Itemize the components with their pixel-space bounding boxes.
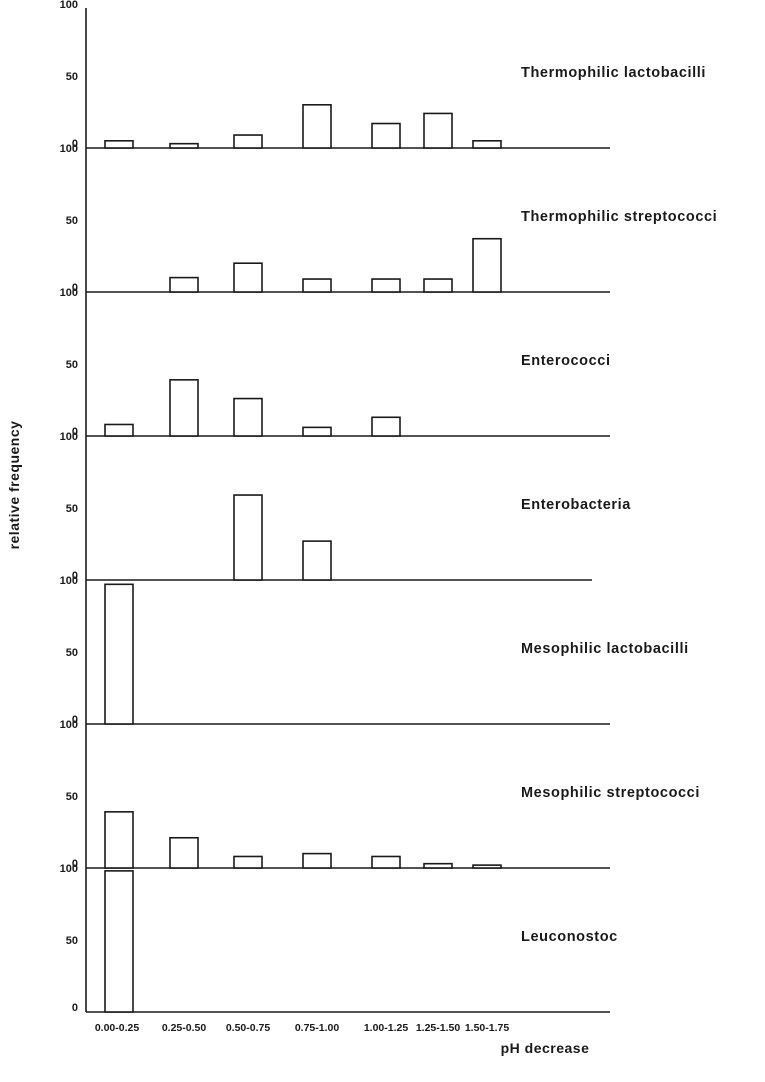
panel: 0 50 100 Thermophilic lactobacilli [60, 0, 706, 150]
panel-title: Thermophilic lactobacilli [521, 65, 706, 81]
bar [371, 855, 401, 869]
x-category-label: 0.75-1.00 [295, 1022, 340, 1034]
panel-title: Enterococci [521, 353, 611, 369]
panel: 0 50 100 Enterobacteria [60, 431, 631, 582]
panel-title: Leuconostoc [521, 929, 618, 945]
bar [472, 237, 502, 293]
y-axis-title: relative frequency [6, 421, 22, 550]
panel-title: Thermophilic streptococci [521, 209, 717, 225]
y-tick-label: 50 [66, 647, 78, 659]
bar [233, 262, 263, 293]
y-tick-label: 100 [60, 719, 78, 731]
panel: 0 50 100 Mesophilic streptococci [60, 719, 700, 870]
bar [472, 140, 502, 149]
y-tick-label: 0 [72, 570, 78, 582]
bar [104, 140, 134, 149]
y-tick-label: 50 [66, 791, 78, 803]
panel: 0 50 100 Enterococci [60, 287, 611, 438]
panel: 0 50 100 Leuconostoc [60, 863, 618, 1014]
bar [423, 278, 453, 293]
y-tick-label: 50 [66, 503, 78, 515]
y-tick-label: 0 [72, 714, 78, 726]
bar [233, 494, 263, 581]
x-category-label: 1.50-1.75 [465, 1022, 510, 1034]
x-category-label: 1.25-1.50 [416, 1022, 461, 1034]
bar [233, 397, 263, 437]
y-tick-label: 50 [66, 215, 78, 227]
bar [104, 811, 134, 869]
bar [302, 104, 332, 149]
y-tick-label: 100 [60, 431, 78, 443]
bar [302, 540, 332, 581]
bar [423, 112, 453, 149]
bar [169, 276, 199, 293]
bar [302, 278, 332, 293]
y-tick-label: 50 [66, 935, 78, 947]
panel-title: Mesophilic streptococci [521, 785, 700, 801]
bar [104, 583, 134, 725]
bar [423, 862, 453, 869]
y-tick-label: 50 [66, 359, 78, 371]
chart-panels: 0 50 100 Thermophilic lactobacilli 0 50 100 The… [60, 0, 717, 1014]
bar [371, 122, 401, 149]
y-tick-label: 0 [72, 426, 78, 438]
bar [472, 864, 502, 869]
x-category-label: 1.00-1.25 [364, 1022, 409, 1034]
y-tick-label: 100 [60, 0, 78, 11]
bar [104, 423, 134, 437]
y-tick-label: 0 [72, 858, 78, 870]
bar [233, 134, 263, 149]
y-tick-label: 100 [60, 863, 78, 875]
y-tick-label: 0 [72, 282, 78, 294]
x-axis-title: pH decrease [501, 1040, 590, 1056]
bar [169, 379, 199, 437]
bar [371, 278, 401, 293]
bar [104, 870, 134, 1013]
bar [169, 142, 199, 149]
panel: 0 50 100 Thermophilic streptococci [60, 143, 717, 294]
y-tick-label: 0 [72, 138, 78, 150]
x-category-label: 0.00-0.25 [95, 1022, 140, 1034]
y-tick-label: 50 [66, 71, 78, 83]
y-tick-label: 100 [60, 287, 78, 299]
y-tick-label: 100 [60, 575, 78, 587]
bar [371, 416, 401, 437]
y-tick-label: 0 [72, 1002, 78, 1014]
y-tick-label: 100 [60, 143, 78, 155]
bar [169, 836, 199, 869]
x-category-label: 0.50-0.75 [226, 1022, 271, 1034]
bar [302, 426, 332, 437]
x-category-labels: 0.00-0.25 0.25-0.50 0.50-0.75 0.75-1.00 1.00… [95, 1022, 510, 1034]
panel: 0 50 100 Mesophilic lactobacilli [60, 575, 689, 726]
bar [302, 852, 332, 869]
panel-title: Enterobacteria [521, 497, 631, 513]
x-category-label: 0.25-0.50 [162, 1022, 207, 1034]
bar [233, 855, 263, 869]
panel-title: Mesophilic lactobacilli [521, 641, 689, 657]
